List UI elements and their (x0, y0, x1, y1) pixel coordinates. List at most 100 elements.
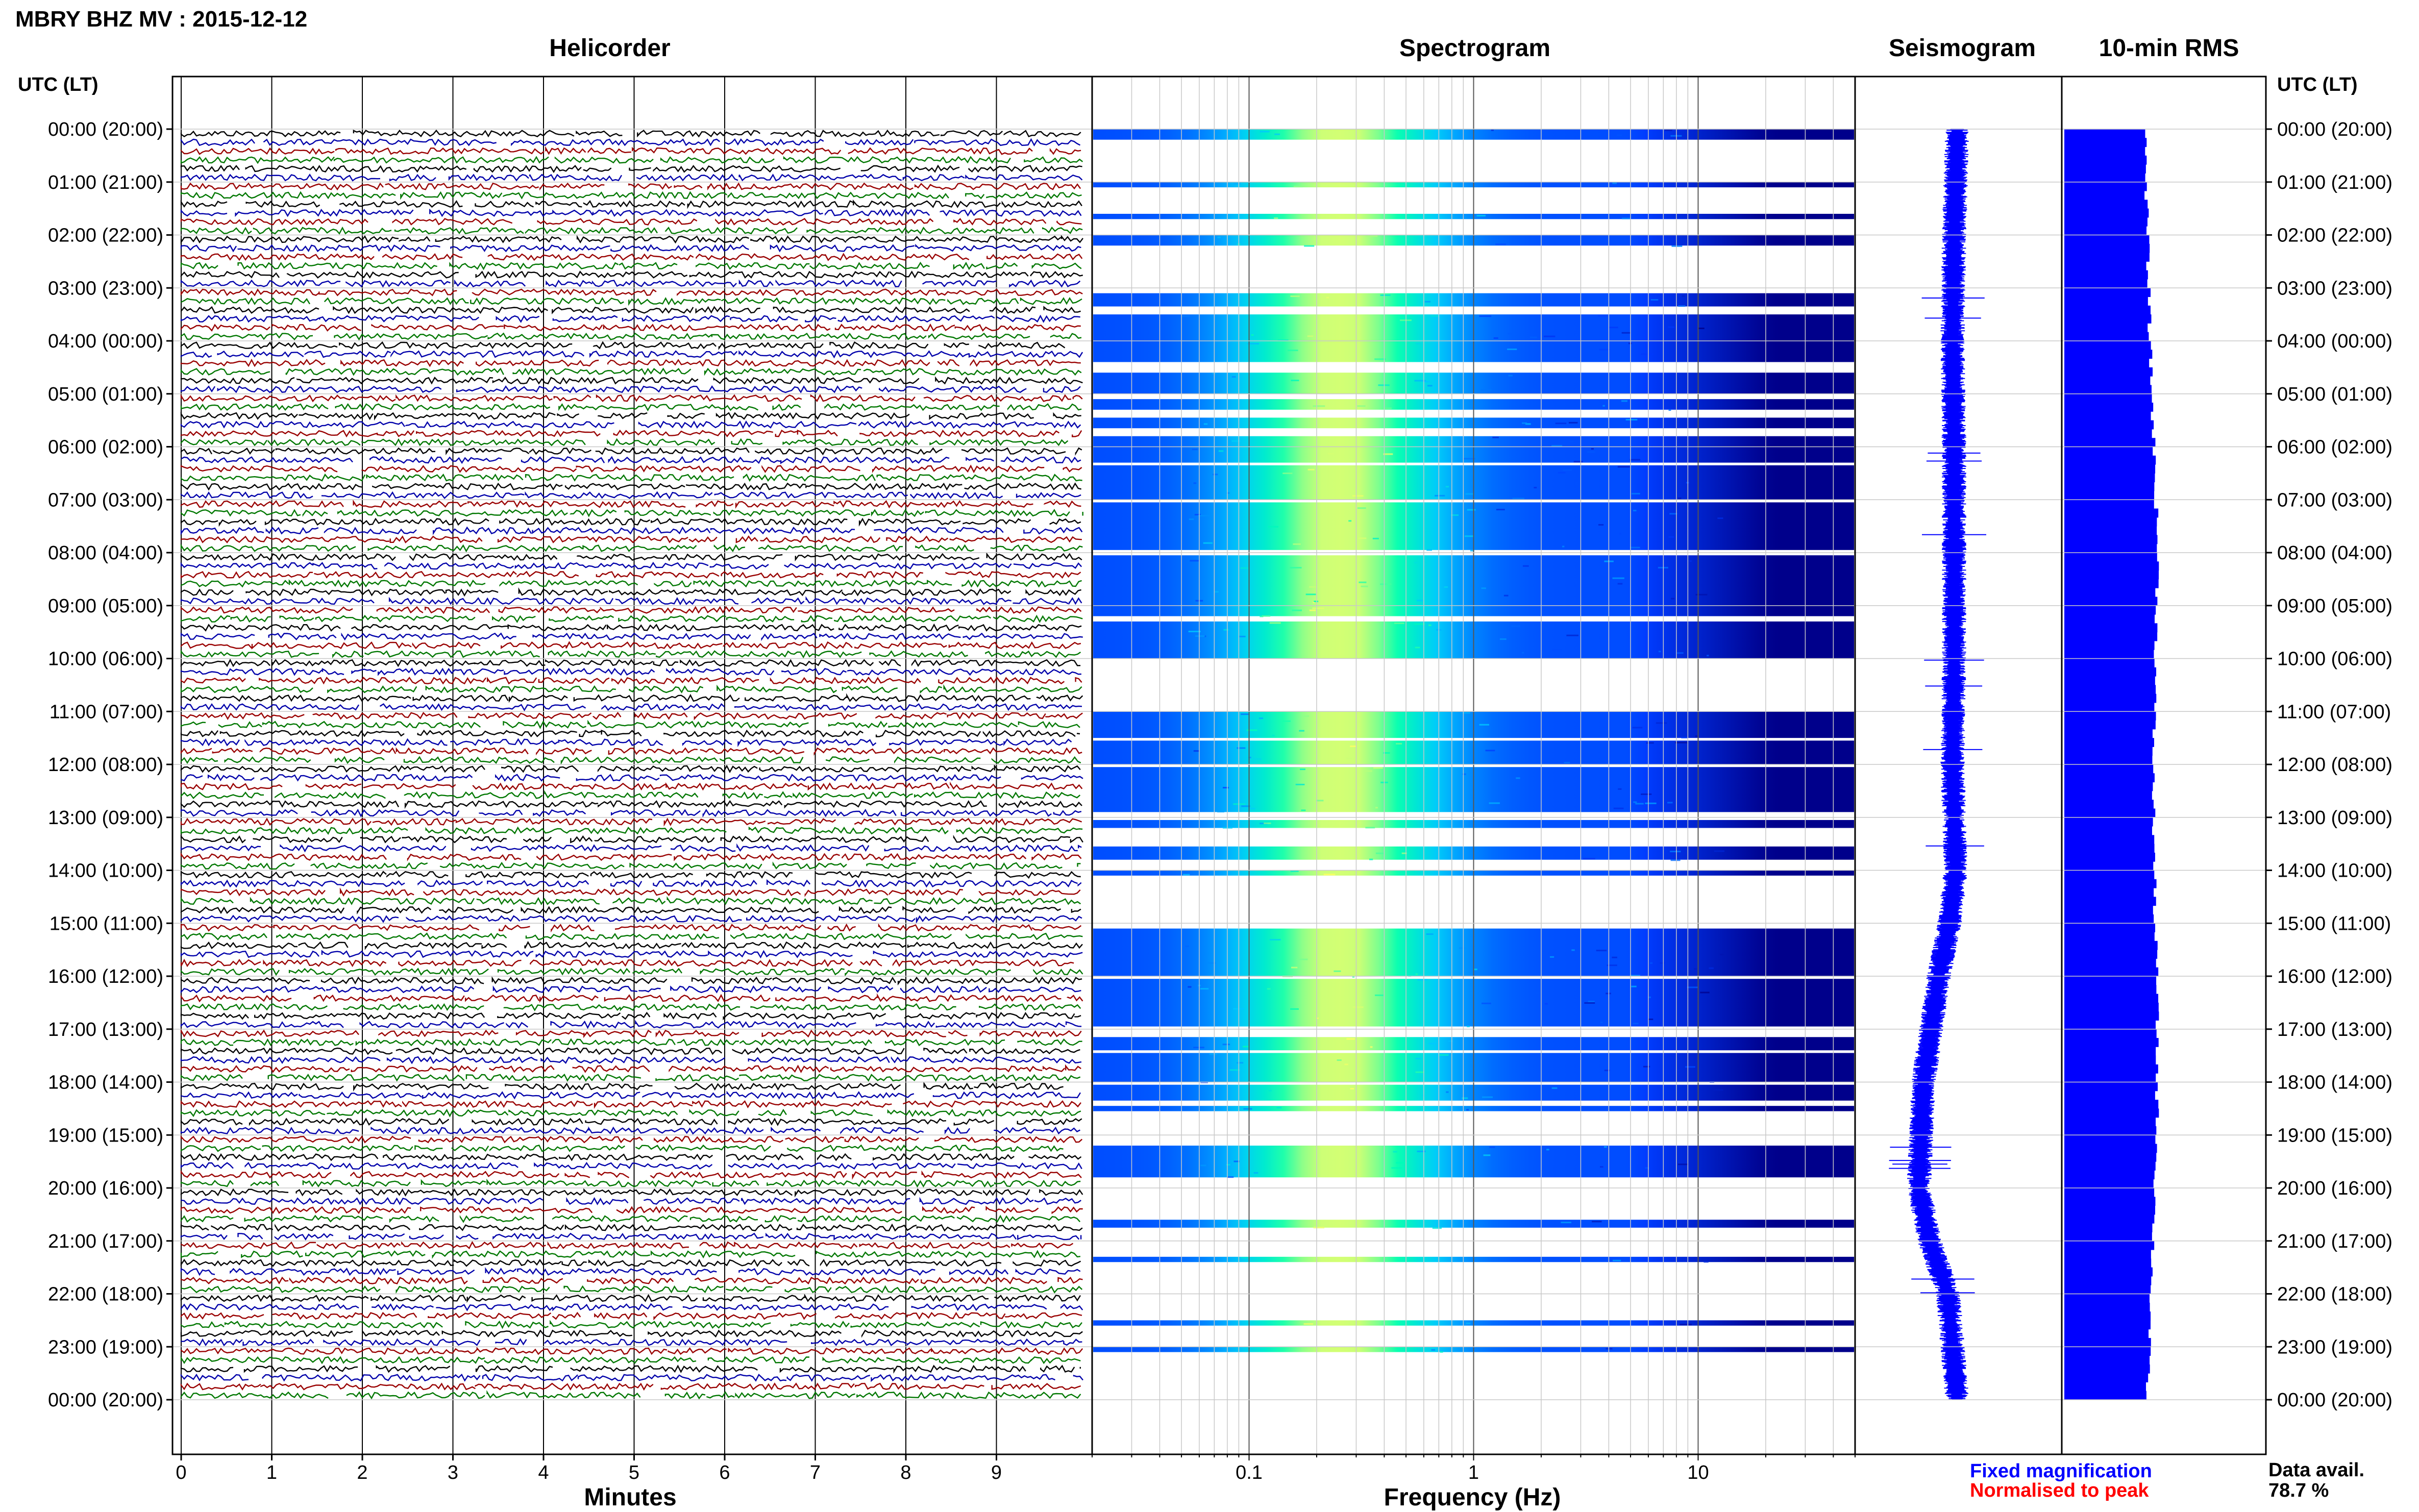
rms-bar (2064, 597, 2158, 606)
helicorder-panel (180, 77, 1083, 1454)
spectrogram-speckle (1596, 950, 1607, 952)
spectrogram-speckle (1521, 652, 1524, 654)
helicorder-trace (180, 1090, 1081, 1100)
spectrogram-speckle (1600, 1021, 1603, 1023)
helicorder-trace (180, 596, 1082, 606)
rms-bar (2064, 579, 2159, 588)
spectrogram-speckle (1694, 968, 1697, 970)
rms-bar (2064, 897, 2156, 906)
spectrogram-speckle (1415, 647, 1420, 649)
helicorder-trace (180, 473, 1082, 482)
rms-bar (2064, 755, 2153, 765)
spectrogram-speckle (1485, 750, 1495, 752)
rms-bar (2064, 226, 2147, 235)
spectrogram-speckle (1194, 514, 1201, 516)
helicorder-trace (180, 1064, 1081, 1074)
spectrogram-speckle (1260, 823, 1268, 825)
helicorder-trace (180, 684, 1082, 694)
spectrogram-speckle (1415, 1071, 1424, 1073)
hour-tick-label-left: 23:00 (19:00) (48, 1336, 163, 1358)
rms-bar (2064, 844, 2155, 853)
spectrogram-speckle (1393, 1151, 1397, 1153)
spectrogram-speckle (1648, 1019, 1653, 1021)
helicorder-trace (180, 1250, 1081, 1259)
rms-bar (2064, 826, 2152, 835)
rms-bar (2064, 738, 2154, 747)
rms-frame (2061, 76, 2267, 1455)
rms-bar (2064, 146, 2145, 156)
spectrogram-speckle (1606, 993, 1611, 995)
helicorder-trace (180, 896, 1081, 906)
spectrogram-speckle (1529, 336, 1537, 338)
spectrogram-speckle (1619, 533, 1621, 535)
spectrogram-speckle (1462, 1097, 1468, 1099)
hour-tick-label-right: 11:00 (07:00) (2277, 701, 2391, 723)
hour-tick-label-right: 06:00 (02:00) (2277, 437, 2392, 458)
rms-bar (2064, 720, 2156, 730)
spectrogram-speckle (1641, 353, 1653, 355)
helicorder-trace (180, 1020, 1082, 1029)
hour-tick-label-right: 12:00 (08:00) (2277, 754, 2392, 776)
rms-bar (2064, 1258, 2152, 1268)
rms-bar (2064, 1232, 2152, 1242)
hour-tick-label-right: 09:00 (05:00) (2277, 596, 2392, 617)
spectrogram-speckle (1344, 1063, 1348, 1065)
spectrogram-speckle (1394, 622, 1404, 624)
helicorder-trace (180, 976, 1082, 986)
spectrogram-speckle (1467, 1026, 1470, 1028)
spectrogram-speckle (1424, 301, 1431, 303)
spectrogram-speckle (1561, 1222, 1571, 1224)
helicorder-trace (180, 1126, 1080, 1135)
spectrogram-speckle (1269, 938, 1281, 940)
rms-bar (2064, 570, 2159, 580)
spectrogram-speckle (1312, 607, 1324, 609)
spectrogram-speckle (1650, 962, 1653, 964)
spectrogram-speckle (1621, 400, 1627, 402)
spectrogram-speckle (1583, 858, 1595, 860)
helicorder-trace (180, 703, 1082, 711)
helicorder-trace (180, 968, 1083, 977)
spectrogram-speckle (1309, 586, 1319, 588)
helicorder-trace (180, 1047, 1080, 1056)
frequency-tick-label: 10 (1687, 1462, 1709, 1483)
helicorder-trace (180, 774, 1083, 782)
helicorder-trace (180, 985, 1081, 994)
spectrogram-speckle (1352, 495, 1364, 497)
spectrogram-speckle (1495, 243, 1506, 245)
rms-bar (2064, 685, 2156, 695)
hour-tick-label-left: 09:00 (05:00) (48, 596, 163, 617)
spectrogram-speckle (1423, 381, 1430, 383)
rms-bar (2064, 1179, 2154, 1188)
spectrogram-speckle (1415, 1058, 1422, 1060)
spectrogram-speckle (1631, 985, 1637, 987)
spectrogram-speckle (1304, 245, 1315, 247)
minute-tick-label: 4 (538, 1462, 549, 1483)
helicorder-trace (180, 914, 1082, 924)
helicorder-trace (180, 641, 1081, 650)
spectrogram-speckle (1643, 1065, 1650, 1068)
rms-bar (2064, 702, 2155, 712)
spectrogram-speckle (1189, 518, 1194, 520)
hour-tick-label-left: 05:00 (01:00) (48, 384, 163, 405)
spectrogram-speckle (1185, 945, 1189, 947)
hour-tick-label-right: 00:00 (20:00) (2277, 119, 2392, 140)
spectrogram-speckle (1277, 339, 1289, 341)
spectrogram-speckle (1598, 315, 1608, 317)
hour-tick-label-right: 13:00 (09:00) (2277, 807, 2392, 829)
spectrogram-speckle (1295, 783, 1305, 785)
spectrogram-speckle (1260, 131, 1270, 133)
spectrogram-panel (1092, 77, 1856, 1454)
helicorder-trace (180, 650, 1081, 659)
legend-normalised-to-peak: Normalised to peak (1970, 1480, 2149, 1501)
helicorder-trace (180, 843, 1082, 853)
rms-bar (2064, 852, 2155, 862)
spectrogram-speckle (1697, 327, 1705, 329)
spectrogram-speckle (1251, 334, 1254, 336)
rms-bar (2064, 314, 2152, 324)
rms-bar (2064, 693, 2157, 703)
rms-bar (2064, 1020, 2156, 1030)
helicorder-trace (180, 543, 1083, 553)
spectrogram-speckle (1467, 509, 1476, 511)
spectrogram-speckle (1685, 1066, 1695, 1068)
data-avail-label: Data avail. (2268, 1459, 2364, 1481)
